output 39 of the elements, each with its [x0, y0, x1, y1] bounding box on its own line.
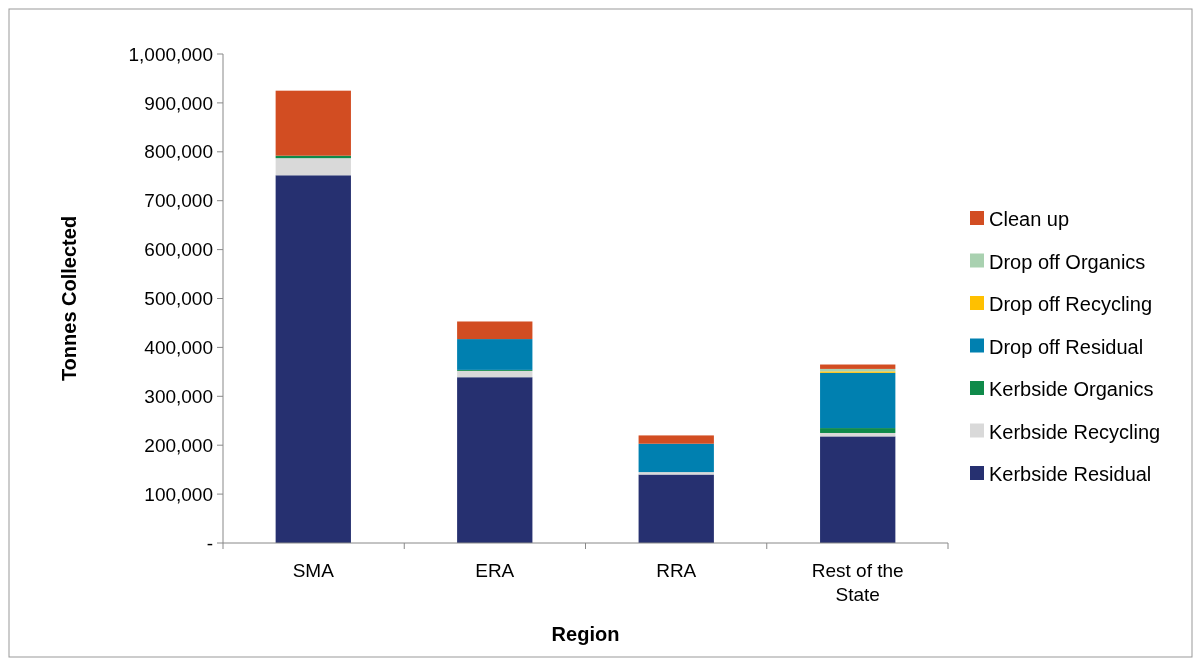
bar: [638, 435, 714, 444]
y-tick-label: 200,000: [144, 434, 213, 456]
x-tick-label: ERA: [475, 560, 515, 581]
legend-label: Drop off Organics: [989, 250, 1146, 273]
x-tick-label: SMA: [292, 560, 335, 581]
bar: [275, 175, 351, 543]
y-tick-label: 1,000,000: [128, 43, 213, 65]
legend-label: Drop off Residual: [989, 335, 1144, 358]
bar: [820, 428, 896, 433]
bar: [820, 372, 896, 429]
legend-label: Kerbside Residual: [989, 463, 1152, 485]
y-tick-label: 900,000: [144, 92, 213, 114]
legend-label: Drop off Recycling: [989, 293, 1153, 315]
y-axis-title: Tonnes Collected: [58, 215, 80, 382]
legend-label: Kerbside Organics: [989, 378, 1154, 400]
bar: [820, 364, 896, 369]
y-tick-label: 400,000: [144, 337, 213, 359]
bar: [457, 321, 533, 340]
legend-label: Clean up: [989, 208, 1070, 230]
legend-label: Kerbside Recycling: [989, 420, 1161, 443]
x-tick-label: RRA: [656, 560, 697, 581]
x-axis-title: Region: [551, 623, 620, 645]
bar: [275, 158, 351, 176]
bar: [820, 436, 896, 543]
bar: [638, 474, 714, 543]
bar: [638, 443, 714, 473]
y-tick-label: 500,000: [144, 288, 213, 310]
bar: [457, 370, 533, 378]
bar: [457, 339, 533, 370]
y-tick-label: -: [206, 532, 213, 554]
bar: [638, 472, 714, 475]
y-tick-label: 300,000: [144, 385, 213, 407]
y-tick-label: 800,000: [144, 141, 213, 163]
x-tick-label: Rest of the State: [811, 560, 904, 605]
y-tick-label: 600,000: [144, 239, 213, 261]
bar: [457, 377, 533, 543]
y-tick-label: 100,000: [144, 483, 213, 505]
bar: [275, 90, 351, 156]
y-tick-label: 700,000: [144, 190, 213, 212]
